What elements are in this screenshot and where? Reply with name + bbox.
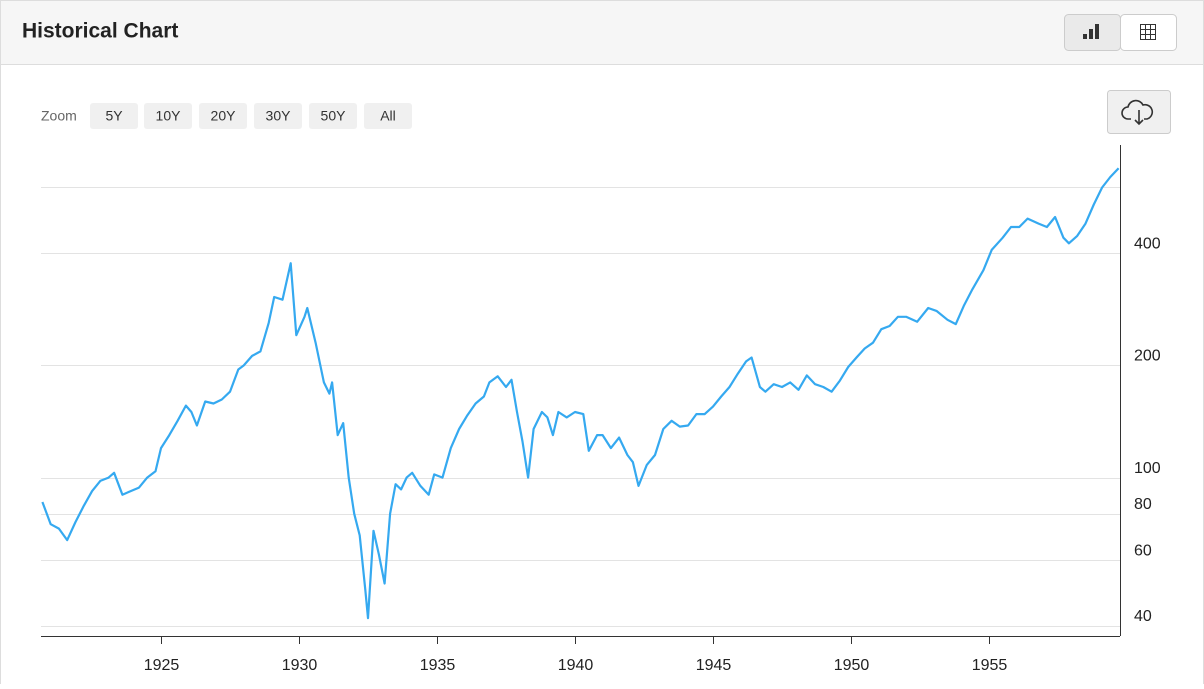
- x-tick-label: 1955: [972, 657, 1008, 674]
- x-tick-label: 1935: [420, 657, 456, 674]
- x-tick-label: 1945: [696, 657, 732, 674]
- zoom-button-label: 5Y: [105, 108, 123, 124]
- zoom-buttons: 5Y 10Y 20Y 30Y 50Y All: [90, 103, 412, 129]
- y-tick-label: 80: [1134, 496, 1152, 513]
- zoom-button-bg: [144, 103, 192, 129]
- zoom-button-bg: [199, 103, 247, 129]
- zoom-button[interactable]: All: [364, 103, 412, 129]
- y-tick-label: 40: [1134, 608, 1152, 625]
- x-tick-label: 1940: [558, 657, 594, 674]
- zoom-button-label: All: [380, 108, 396, 124]
- plot: 40 60 80 100 200 400 1925 1930 1935 1940 1945 1950 1…: [41, 145, 1161, 674]
- zoom-button[interactable]: 10Y: [144, 103, 192, 129]
- zoom-button[interactable]: 30Y: [254, 103, 302, 129]
- zoom-button-bg: [309, 103, 357, 129]
- zoom-button[interactable]: 5Y: [90, 103, 138, 129]
- zoom-button-bg: [364, 103, 412, 129]
- x-tick-label: 1930: [282, 657, 318, 674]
- chart-view-button[interactable]: [1064, 14, 1121, 51]
- y-tick-label: 100: [1134, 460, 1161, 477]
- x-tick-label: 1950: [834, 657, 870, 674]
- y-tick-label: 400: [1134, 235, 1161, 252]
- zoom-button-label: 10Y: [156, 108, 182, 124]
- y-tick-label: 200: [1134, 348, 1161, 365]
- zoom-button[interactable]: 50Y: [309, 103, 357, 129]
- zoom-button-label: 30Y: [266, 108, 292, 124]
- header-title: Historical Chart: [22, 20, 178, 43]
- card-header: [1, 1, 1203, 64]
- download-button[interactable]: [1107, 90, 1171, 134]
- price-line: [41, 167, 1120, 620]
- x-tick-label: 1925: [144, 657, 180, 674]
- zoom-button-bg: [90, 103, 138, 129]
- zoom-button-label: 50Y: [321, 108, 347, 124]
- y-tick-label: 60: [1134, 543, 1152, 560]
- zoom-label: Zoom: [41, 108, 77, 124]
- zoom-button[interactable]: 20Y: [199, 103, 247, 129]
- zoom-button-label: 20Y: [211, 108, 237, 124]
- zoom-button-bg: [254, 103, 302, 129]
- table-view-button[interactable]: [1120, 14, 1177, 51]
